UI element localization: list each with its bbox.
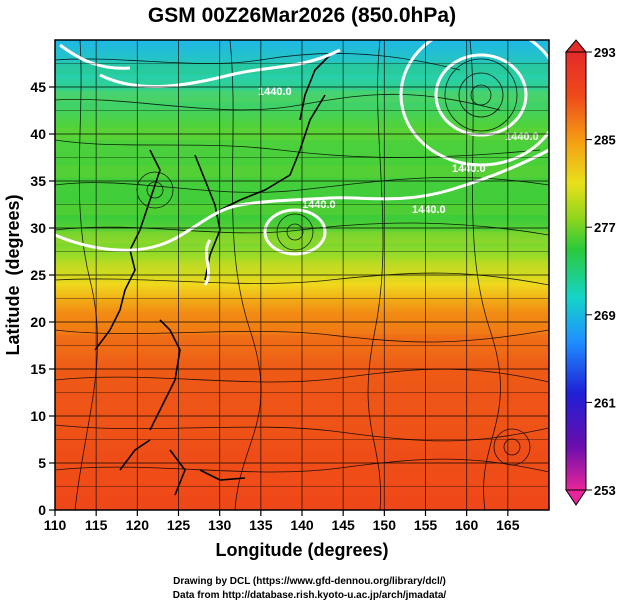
contour-label: 1440.0: [452, 163, 486, 175]
credit-drawing: Drawing by DCL (https://www.gfd-dennou.o…: [173, 576, 446, 587]
x-tick-label: 165: [496, 517, 520, 533]
x-axis-label: Longitude (degrees): [215, 540, 388, 560]
x-tick-label: 130: [208, 517, 232, 533]
y-tick-label: 25: [30, 267, 46, 283]
y-tick-label: 20: [30, 314, 46, 330]
y-tick-label: 45: [30, 79, 46, 95]
y-tick-label: 0: [38, 502, 46, 518]
x-axis: 110 115 120 125 130 135 140 145 150 155 160 165: [44, 510, 520, 533]
colorbar-min-arrow: [565, 489, 587, 506]
colorbar-tick-label: 269: [594, 308, 616, 323]
colorbar-tick-label: 277: [594, 220, 616, 235]
y-axis: 0 5 10 15 20 25 30 35 40 45: [30, 79, 55, 518]
grid: [54, 40, 550, 510]
x-tick-label: 110: [44, 517, 67, 533]
x-tick-label: 155: [414, 517, 438, 533]
x-tick-label: 120: [126, 517, 150, 533]
coastlines: [94, 54, 331, 496]
y-tick-label: 15: [30, 361, 46, 377]
y-tick-label: 40: [30, 126, 46, 142]
colorbar-tick-label: 293: [594, 45, 616, 60]
contour-label: 1440.0: [505, 131, 539, 143]
x-tick-label: 140: [290, 517, 314, 533]
x-tick-label: 150: [373, 517, 397, 533]
y-tick-label: 30: [30, 220, 46, 236]
colorbar-tick-label: 253: [594, 483, 616, 498]
y-axis-label: Latitude (degrees): [3, 194, 23, 355]
contour-label: 1440.0: [302, 199, 336, 211]
x-tick-label: 135: [249, 517, 273, 533]
y-tick-label: 10: [30, 408, 46, 424]
colorbar-scale: [565, 51, 587, 491]
colorbar-max-arrow: [564, 39, 588, 53]
contour-label: 1440.0: [412, 204, 446, 216]
y-tick-label: 5: [38, 455, 46, 471]
x-tick-label: 115: [85, 517, 108, 533]
x-tick-label: 145: [331, 517, 355, 533]
credit-data: Data from http://database.rish.kyoto-u.a…: [172, 590, 447, 601]
y-tick-label: 35: [30, 173, 46, 189]
colorbar-tick-label: 261: [594, 395, 616, 410]
colorbar-tick-label: 285: [594, 133, 616, 148]
chart-title: GSM 00Z26Mar2026 (850.0hPa): [148, 4, 456, 27]
x-tick-label: 160: [455, 517, 479, 533]
contour-label: 1440.0: [258, 86, 292, 98]
x-tick-label: 125: [167, 517, 191, 533]
colorbar: 293 285 277 269 261 253: [564, 39, 616, 506]
